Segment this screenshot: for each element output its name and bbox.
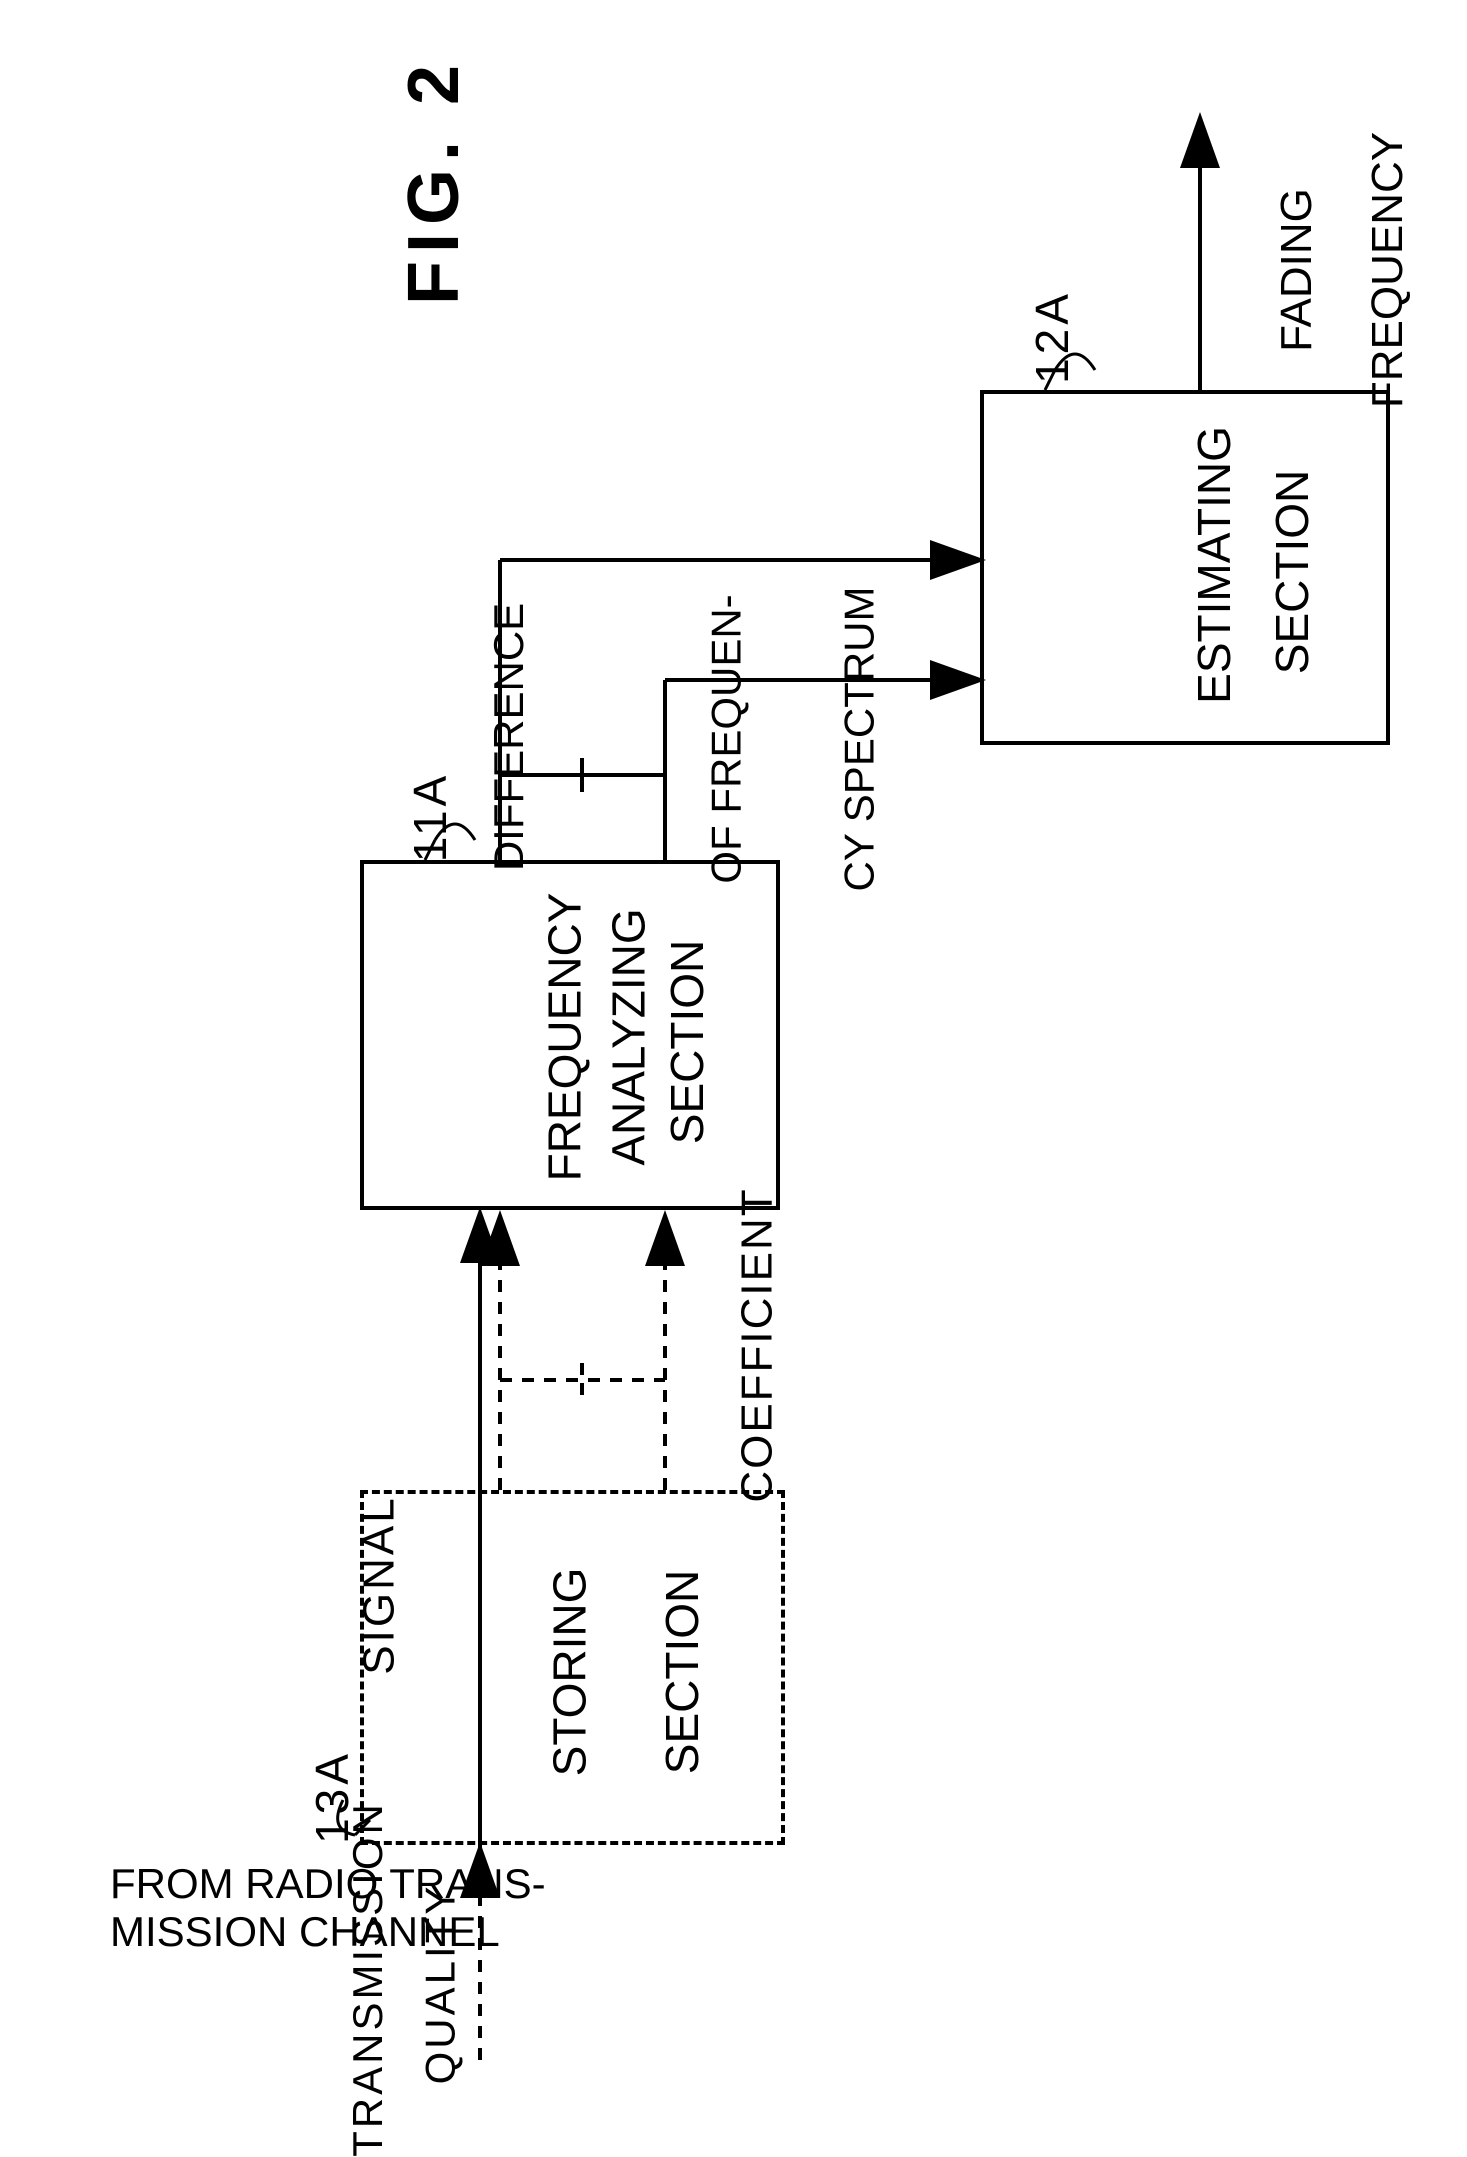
fading-label-2: FREQUENCY	[1363, 132, 1413, 408]
from-radio-label: FROM RADIO TRANS- MISSION CHANNEL	[110, 1860, 546, 1957]
signal-label: SIGNAL	[355, 1495, 405, 1674]
arrows-svg	[0, 0, 1467, 2139]
difference-label-1: DIFFERENCE	[485, 603, 533, 871]
trans-quality-1: TRANSMISSION	[344, 1801, 392, 2157]
difference-label-3: CY SPECTRUM	[835, 587, 883, 892]
difference-label-2: OF FREQUEN-	[703, 594, 751, 883]
fading-label-1: FADING	[1272, 188, 1322, 352]
coefficient-label: COEFFICIENT	[733, 1187, 783, 1502]
trans-quality-2: QUALITY	[416, 1884, 464, 2085]
